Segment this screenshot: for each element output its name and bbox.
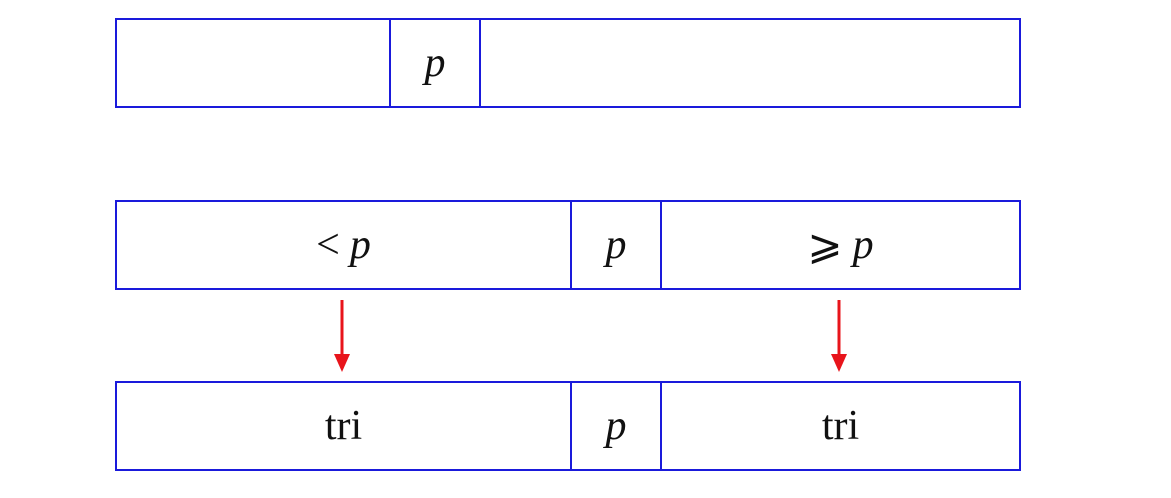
less-than-pivot-segment: < p — [117, 202, 570, 288]
greater-equal-pivot-symbol: p — [852, 222, 874, 268]
left-down-arrow-icon — [334, 300, 350, 372]
sorted-pivot-cell: p — [570, 383, 660, 469]
partitioned-pivot-cell: p — [570, 202, 660, 288]
greater-equal-symbol: ⩾ — [807, 223, 843, 269]
initial-pivot-cell: p — [389, 20, 479, 106]
initial-array-left-segment — [117, 20, 389, 106]
right-sorted-segment: tri — [660, 383, 1019, 469]
right-down-arrow-icon — [831, 300, 847, 372]
left-sorted-segment: tri — [324, 403, 363, 449]
less-than-pivot-symbol: p — [349, 222, 371, 268]
initial-array: p — [115, 18, 1021, 108]
sorted-array: tri p tri — [115, 381, 1021, 471]
initial-array-right-segment — [479, 20, 1019, 106]
partitioned-array: < p p ⩾ p — [115, 200, 1021, 290]
greater-equal-pivot-segment: ⩾ p — [660, 202, 1019, 288]
less-than-symbol: < — [316, 222, 340, 268]
